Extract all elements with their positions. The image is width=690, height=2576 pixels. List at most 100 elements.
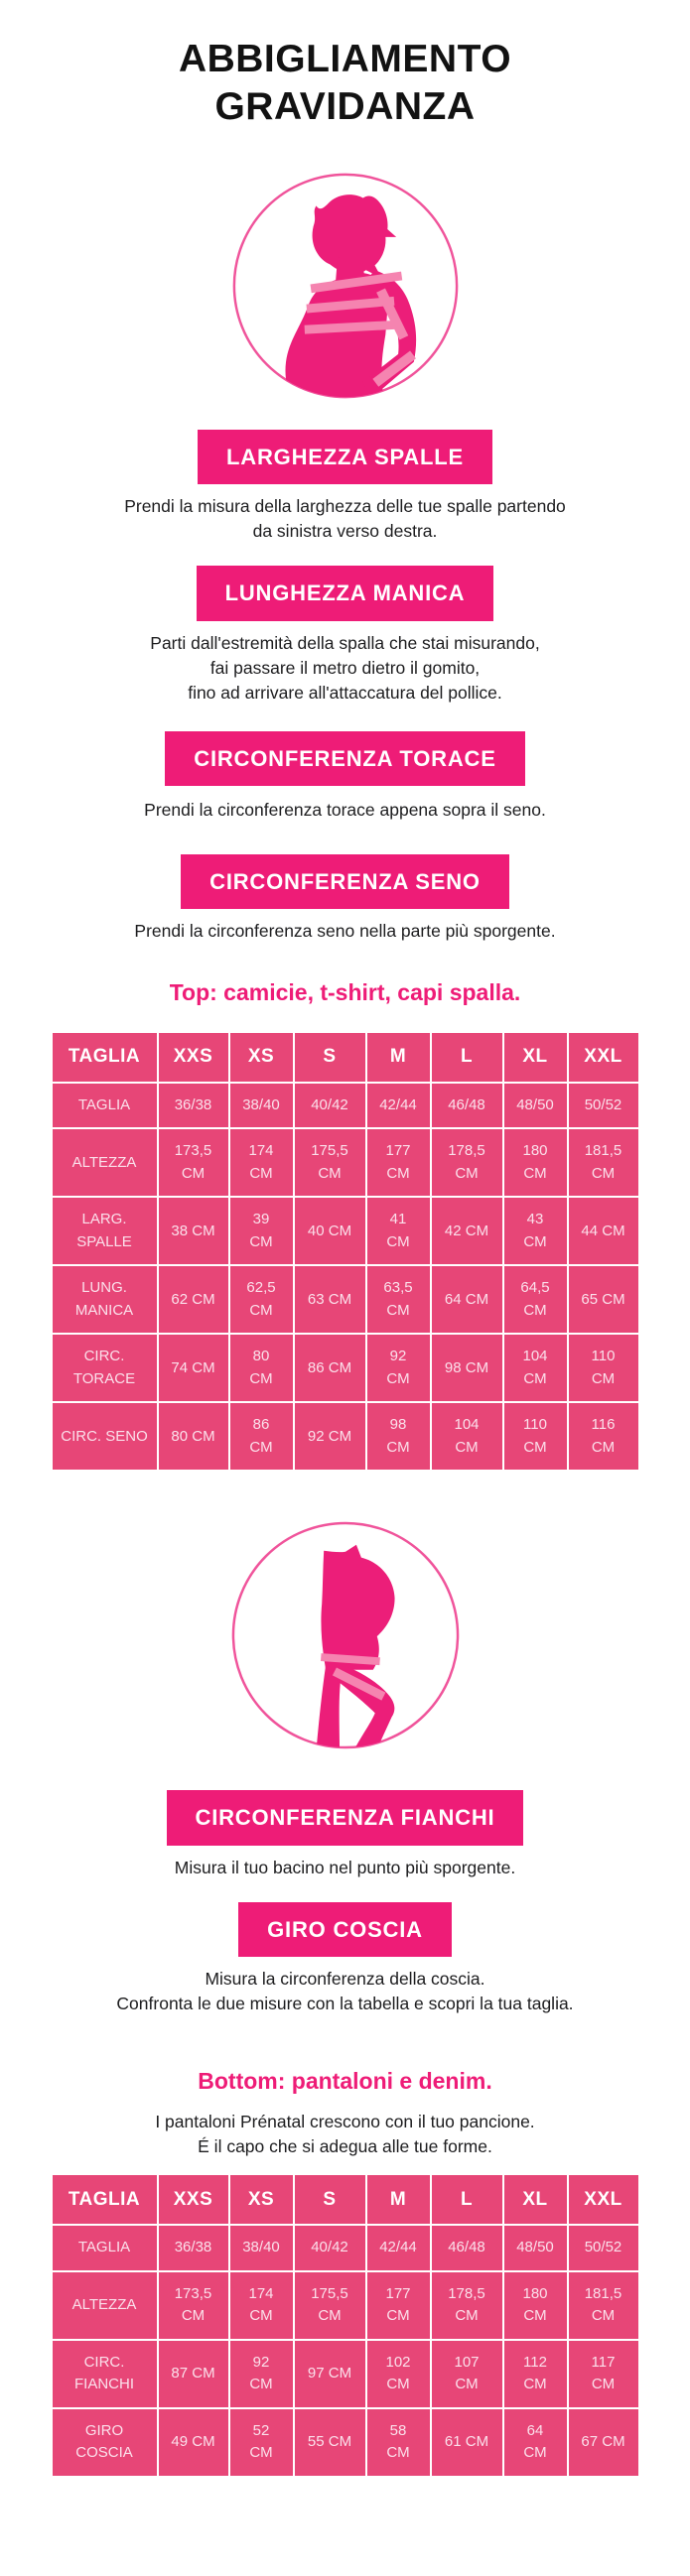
size-table-row: TAGLIA 36/38 38/40 40/42 42/44 46/48 48/50 50/5… [50, 1081, 640, 1130]
header-cell-size: XXL [566, 2173, 640, 2227]
size-value-cell: 110 CM [566, 1333, 640, 1404]
header-cell-size: XXS [156, 1030, 230, 1084]
size-value-cell: 107 CM [429, 2338, 504, 2409]
text-line: da sinistra verso destra. [252, 521, 438, 542]
header-cell-size: XS [227, 1030, 295, 1084]
text-line: É il capo che si adegua alle tue forme. [198, 2135, 492, 2156]
text-line: Prendi la circonferenza torace appena so… [144, 799, 546, 820]
size-table-row: LARG. SPALLE 38 CM 39 CM 40 CM 41 CM 42 CM 43 … [50, 1196, 640, 1267]
size-table-row: ALTEZZA 173,5 CM 174 CM 175,5 CM 177 CM 178,5… [50, 2269, 640, 2341]
size-value-cell: 42/44 [364, 1081, 432, 1130]
text-line: Parti dall'estremità della spalla che st… [150, 632, 540, 653]
size-value-cell: 49 CM [156, 2406, 230, 2478]
size-value-cell: 42 CM [429, 1196, 504, 1267]
size-value-cell: 36/38 [156, 1081, 230, 1130]
size-value-cell: 62 CM [156, 1264, 230, 1336]
text-line: fino ad arrivare all'attaccatura del pol… [188, 682, 502, 703]
size-value-cell: 48/50 [501, 1081, 569, 1130]
size-value-cell: 175,5 CM [292, 2269, 367, 2341]
circonferenza-seno-description: Prendi la circonferenza seno nella parte… [0, 919, 690, 944]
size-value-cell: 46/48 [429, 1081, 504, 1130]
size-value-cell: 92 CM [292, 1401, 367, 1473]
size-value-cell: 50/52 [566, 1081, 640, 1130]
size-value-cell: 61 CM [429, 2406, 504, 2478]
page-title-line2: GRAVIDANZA [214, 84, 476, 128]
size-value-cell: 177 CM [364, 1127, 432, 1199]
size-value-cell: 64 CM [429, 1264, 504, 1336]
size-value-cell: 180 CM [501, 1127, 569, 1199]
size-value-cell: 117 CM [566, 2338, 640, 2409]
header-cell-size: S [292, 1030, 367, 1084]
circonferenza-fianchi-description: Misura il tuo bacino nel punto più sporg… [0, 1856, 690, 1880]
text-line: Confronta le due misure con la tabella e… [116, 1993, 574, 2013]
size-value-cell: 181,5 CM [566, 2269, 640, 2341]
pregnant-upper-body-illustration-icon [0, 169, 690, 403]
header-cell-size: L [429, 1030, 504, 1084]
size-value-cell: 80 CM [156, 1401, 230, 1473]
page-title-line1: ABBIGLIAMENTO [178, 38, 512, 80]
top-table-heading: Top: camicie, t-shirt, capi spalla. [169, 979, 521, 1006]
size-table-header-row: TAGLIA XXS XS S M L XL XXL [50, 1030, 640, 1084]
header-cell-size: XS [227, 2173, 295, 2227]
size-table-row: CIRC. TORACE 74 CM 80 CM 86 CM 92 CM 98 CM 104… [50, 1333, 640, 1404]
size-value-cell: 64 CM [501, 2406, 569, 2478]
size-value-cell: 41 CM [364, 1196, 432, 1267]
bottom-intro-text: I pantaloni Prénatal crescono con il tuo… [0, 2110, 690, 2160]
bottom-table-heading: Bottom: pantaloni e denim. [198, 2067, 492, 2094]
size-table-row: GIRO COSCIA 49 CM 52 CM 55 CM 58 CM 61 CM 64 C… [50, 2406, 640, 2478]
size-value-cell: 58 CM [364, 2406, 432, 2478]
size-table-row: CIRC. SENO 80 CM 86 CM 92 CM 98 CM 104 CM 110 … [50, 1401, 640, 1473]
text-line: Misura il tuo bacino nel punto più sporg… [174, 1857, 516, 1877]
size-value-cell: 174 CM [227, 1127, 295, 1199]
row-label: TAGLIA [50, 2224, 159, 2272]
size-value-cell: 80 CM [227, 1333, 295, 1404]
measure-block-circonferenza-torace: CIRCONFERENZA TORACE Prendi la circonfer… [0, 706, 690, 823]
size-table-row: LUNG. MANICA 62 CM 62,5 CM 63 CM 63,5 CM 64 C… [50, 1264, 640, 1336]
size-value-cell: 44 CM [566, 1196, 640, 1267]
size-value-cell: 39 CM [227, 1196, 295, 1267]
size-value-cell: 43 CM [501, 1196, 569, 1267]
size-value-cell: 63 CM [292, 1264, 367, 1336]
size-value-cell: 36/38 [156, 2224, 230, 2272]
size-value-cell: 67 CM [566, 2406, 640, 2478]
measure-block-giro-coscia: GIRO COSCIA Misura la circonferenza dell… [0, 1880, 690, 2016]
giro-coscia-description: Misura la circonferenza della coscia. Con… [0, 1967, 690, 2016]
size-value-cell: 40/42 [292, 1081, 367, 1130]
size-value-cell: 42/44 [364, 2224, 432, 2272]
circonferenza-torace-description: Prendi la circonferenza torace appena so… [0, 798, 690, 823]
measure-block-circonferenza-seno: CIRCONFERENZA SENO Prendi la circonferen… [0, 823, 690, 944]
text-line: fai passare il metro dietro il gomito, [209, 657, 481, 678]
size-value-cell: 38 CM [156, 1196, 230, 1267]
header-cell-size: S [292, 2173, 367, 2227]
size-value-cell: 178,5 CM [429, 2269, 504, 2341]
row-label: CIRC. TORACE [50, 1333, 159, 1404]
size-value-cell: 92 CM [364, 1333, 432, 1404]
maternity-size-guide-page: ABBIGLIAMENTO GRAVIDANZA [0, 36, 690, 2478]
size-value-cell: 86 CM [292, 1333, 367, 1404]
size-value-cell: 92 CM [227, 2338, 295, 2409]
size-value-cell: 40 CM [292, 1196, 367, 1267]
page-title: ABBIGLIAMENTO GRAVIDANZA [0, 36, 690, 131]
top-size-table: TAGLIA XXS XS S M L XL XXL TAGLIA 36/38 38/40 40/42… [50, 1030, 640, 1473]
size-value-cell: 173,5 CM [156, 2269, 230, 2341]
row-label: ALTEZZA [50, 1127, 159, 1199]
size-value-cell: 74 CM [156, 1333, 230, 1404]
size-value-cell: 175,5 CM [292, 1127, 367, 1199]
header-cell-size: M [364, 2173, 432, 2227]
size-table-header-row: TAGLIA XXS XS S M L XL XXL [50, 2173, 640, 2227]
row-label: LUNG. MANICA [50, 1264, 159, 1336]
size-table-row: CIRC. FIANCHI 87 CM 92 CM 97 CM 102 CM 107 CM… [50, 2338, 640, 2409]
size-value-cell: 55 CM [292, 2406, 367, 2478]
size-value-cell: 110 CM [501, 1401, 569, 1473]
measure-block-larghezza-spalle: LARGHEZZA SPALLE Prendi la misura della … [0, 403, 690, 544]
size-value-cell: 97 CM [292, 2338, 367, 2409]
size-value-cell: 112 CM [501, 2338, 569, 2409]
text-line: Prendi la circonferenza seno nella parte… [134, 921, 556, 942]
larghezza-spalle-header: LARGHEZZA SPALLE [198, 429, 492, 485]
pregnant-lower-body-illustration-icon [0, 1517, 690, 1753]
circonferenza-seno-header: CIRCONFERENZA SENO [181, 853, 509, 910]
row-label: TAGLIA [50, 1081, 159, 1130]
circonferenza-fianchi-header: CIRCONFERENZA FIANCHI [166, 1790, 524, 1846]
lunghezza-manica-description: Parti dall'estremità della spalla che st… [0, 631, 690, 706]
size-value-cell: 104 CM [429, 1401, 504, 1473]
